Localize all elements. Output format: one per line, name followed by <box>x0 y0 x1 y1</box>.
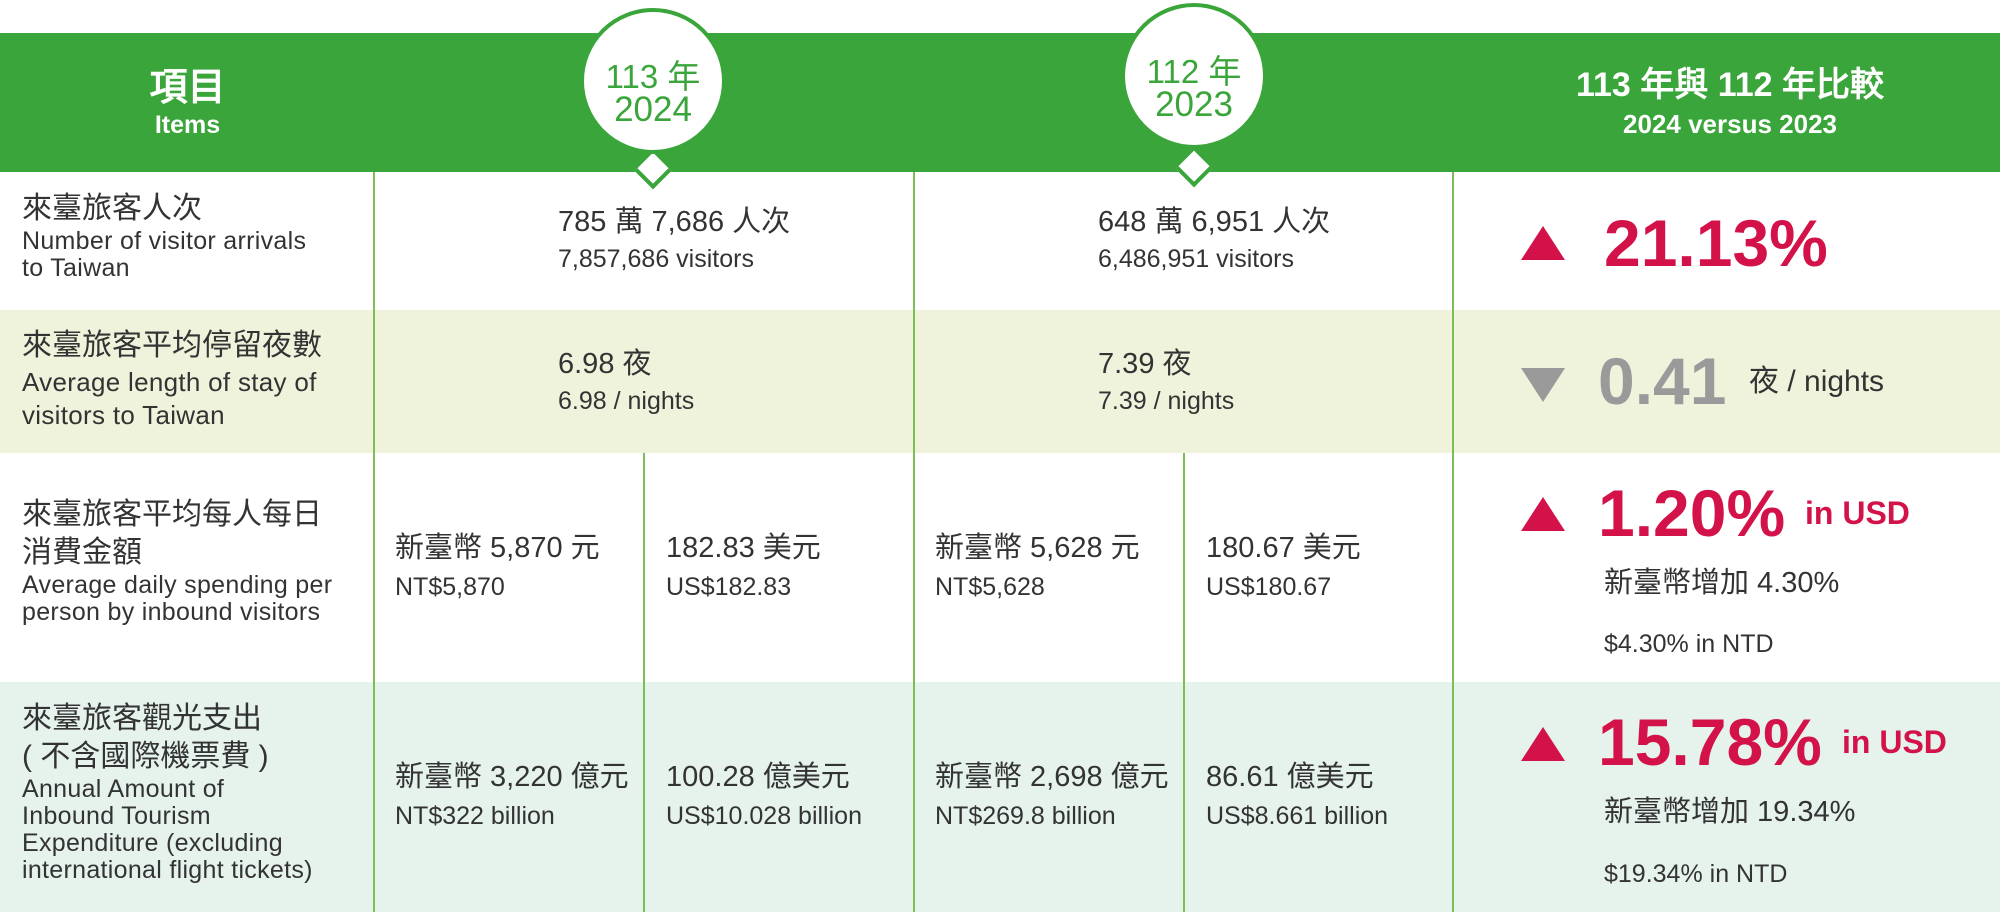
ntd-change-zh: 新臺幣增加 19.34% <box>1604 796 1856 828</box>
spending-2024-usd: 182.83 美元 US$182.83 <box>666 528 821 606</box>
change-value: 1.20% <box>1598 476 1786 550</box>
row-label-zh: 來臺旅客觀光支出 <box>22 702 262 735</box>
value-en: US$8.661 billion <box>1206 802 1389 830</box>
row-label-zh: 來臺旅客人次 <box>22 192 202 225</box>
value-zh: 785 萬 7,686 人次 <box>558 206 791 238</box>
divider-2024-sub <box>643 453 645 912</box>
header-items: 項目 Items <box>100 66 275 140</box>
value-zh: 182.83 美元 <box>666 532 821 564</box>
value-en: NT$5,628 <box>935 573 1045 601</box>
value-en: US$180.67 <box>1206 573 1332 601</box>
row-label-zh: ( 不含國際機票費 ) <box>22 740 269 773</box>
value-en: 7.39 / nights <box>1098 387 1235 415</box>
year-2023-roc: 112 年 <box>1146 53 1242 90</box>
stay-2024: 6.98 夜 6.98 / nights <box>558 344 694 418</box>
row-spending-label: 來臺旅客平均每人每日 消費金額 Average daily spending p… <box>22 496 367 626</box>
row-label-en: Number of visitor arrivals <box>22 227 307 255</box>
value-en: NT$269.8 billion <box>935 802 1116 830</box>
row-label-en: person by inbound visitors <box>22 598 321 626</box>
year-2023-ad: 2023 <box>1155 85 1233 124</box>
expenditure-2023-ntd: 新臺幣 2,698 億元 NT$269.8 billion <box>935 757 1169 835</box>
stay-2023: 7.39 夜 7.39 / nights <box>1098 344 1234 418</box>
row-stay-label: 來臺旅客平均停留夜數 Average length of stay of vis… <box>22 327 367 431</box>
year-2024-bubble: 113 年 2024 <box>580 8 726 154</box>
value-zh: 648 萬 6,951 人次 <box>1098 206 1331 238</box>
row-band-4 <box>0 682 2000 912</box>
value-en: US$10.028 billion <box>666 802 862 830</box>
row-label-en: to Taiwan <box>22 254 130 282</box>
divider-col3 <box>1452 172 1454 912</box>
change-value: 21.13% <box>1604 206 1828 280</box>
expenditure-2023-usd: 86.61 億美元 US$8.661 billion <box>1206 757 1388 835</box>
row-label-zh: 來臺旅客平均停留夜數 <box>22 329 322 362</box>
value-zh: 新臺幣 5,870 元 <box>395 532 600 564</box>
ntd-change-zh: 新臺幣增加 4.30% <box>1604 567 1840 599</box>
change-unit: in USD <box>1842 724 1947 760</box>
header-compare-zh: 113 年與 112 年比較 <box>1575 66 1885 104</box>
value-zh: 新臺幣 5,628 元 <box>935 532 1140 564</box>
row-label-en: international flight tickets) <box>22 856 313 884</box>
row-band-2 <box>0 310 2000 453</box>
row-expenditure-label: 來臺旅客觀光支出 ( 不含國際機票費 ) Annual Amount of In… <box>22 700 367 884</box>
value-zh: 新臺幣 3,220 億元 <box>395 761 629 793</box>
header-items-zh: 項目 <box>149 67 226 109</box>
arrivals-2024: 785 萬 7,686 人次 7,857,686 visitors <box>558 202 790 276</box>
value-zh: 7.39 夜 <box>1098 348 1192 380</box>
row-arrivals-label: 來臺旅客人次 Number of visitor arrivals to Tai… <box>22 190 367 282</box>
value-en: NT$5,870 <box>395 573 505 601</box>
row-label-zh: 消費金額 <box>22 536 142 569</box>
value-zh: 新臺幣 2,698 億元 <box>935 761 1169 793</box>
row-label-en: Average daily spending per <box>22 571 333 599</box>
value-zh: 6.98 夜 <box>558 348 652 380</box>
expenditure-2024-usd: 100.28 億美元 US$10.028 billion <box>666 757 862 835</box>
header-compare-en: 2024 versus 2023 <box>1623 109 1837 139</box>
header-items-en: Items <box>154 111 221 139</box>
divider-col2 <box>913 172 915 912</box>
row-label-en: Inbound Tourism <box>22 802 211 830</box>
ntd-change-en: $4.30% in NTD <box>1604 630 1774 658</box>
arrow-down-icon <box>1521 368 1565 402</box>
value-en: 7,857,686 visitors <box>558 245 754 273</box>
header-compare: 113 年與 112 年比較 2024 versus 2023 <box>1520 63 1940 141</box>
value-zh: 180.67 美元 <box>1206 532 1361 564</box>
year-2023-bubble: 112 年 2023 <box>1121 3 1267 149</box>
row-label-en: visitors to Taiwan <box>22 400 225 430</box>
year-2024-ad: 2024 <box>614 90 692 129</box>
value-en: 6,486,951 visitors <box>1098 245 1294 273</box>
change-unit: 夜 / nights <box>1749 365 1885 398</box>
arrivals-2023: 648 萬 6,951 人次 6,486,951 visitors <box>1098 202 1330 276</box>
expenditure-2024-ntd: 新臺幣 3,220 億元 NT$322 billion <box>395 757 629 835</box>
value-zh: 100.28 億美元 <box>666 761 850 793</box>
arrow-up-icon <box>1521 727 1565 761</box>
table-header <box>0 33 2000 172</box>
year-2024-roc: 113 年 <box>605 58 701 95</box>
divider-2023-sub <box>1183 453 1185 912</box>
arrow-up-icon <box>1521 497 1565 531</box>
value-en: 6.98 / nights <box>558 387 695 415</box>
value-zh: 86.61 億美元 <box>1206 761 1374 793</box>
change-value: 15.78% <box>1598 705 1822 779</box>
spending-2024-ntd: 新臺幣 5,870 元 NT$5,870 <box>395 528 600 606</box>
value-en: NT$322 billion <box>395 802 555 830</box>
value-en: US$182.83 <box>666 573 792 601</box>
row-label-en: Average length of stay of <box>22 367 317 397</box>
row-label-zh: 來臺旅客平均每人每日 <box>22 498 322 531</box>
row-label-en: Annual Amount of <box>22 775 225 803</box>
change-unit: in USD <box>1805 495 1910 531</box>
divider-col1 <box>373 172 375 912</box>
spending-2023-ntd: 新臺幣 5,628 元 NT$5,628 <box>935 528 1140 606</box>
change-value: 0.41 <box>1598 344 1727 418</box>
spending-2023-usd: 180.67 美元 US$180.67 <box>1206 528 1361 606</box>
ntd-change-en: $19.34% in NTD <box>1604 860 1788 888</box>
row-label-en: Expenditure (excluding <box>22 829 283 857</box>
arrow-up-icon <box>1521 226 1565 260</box>
